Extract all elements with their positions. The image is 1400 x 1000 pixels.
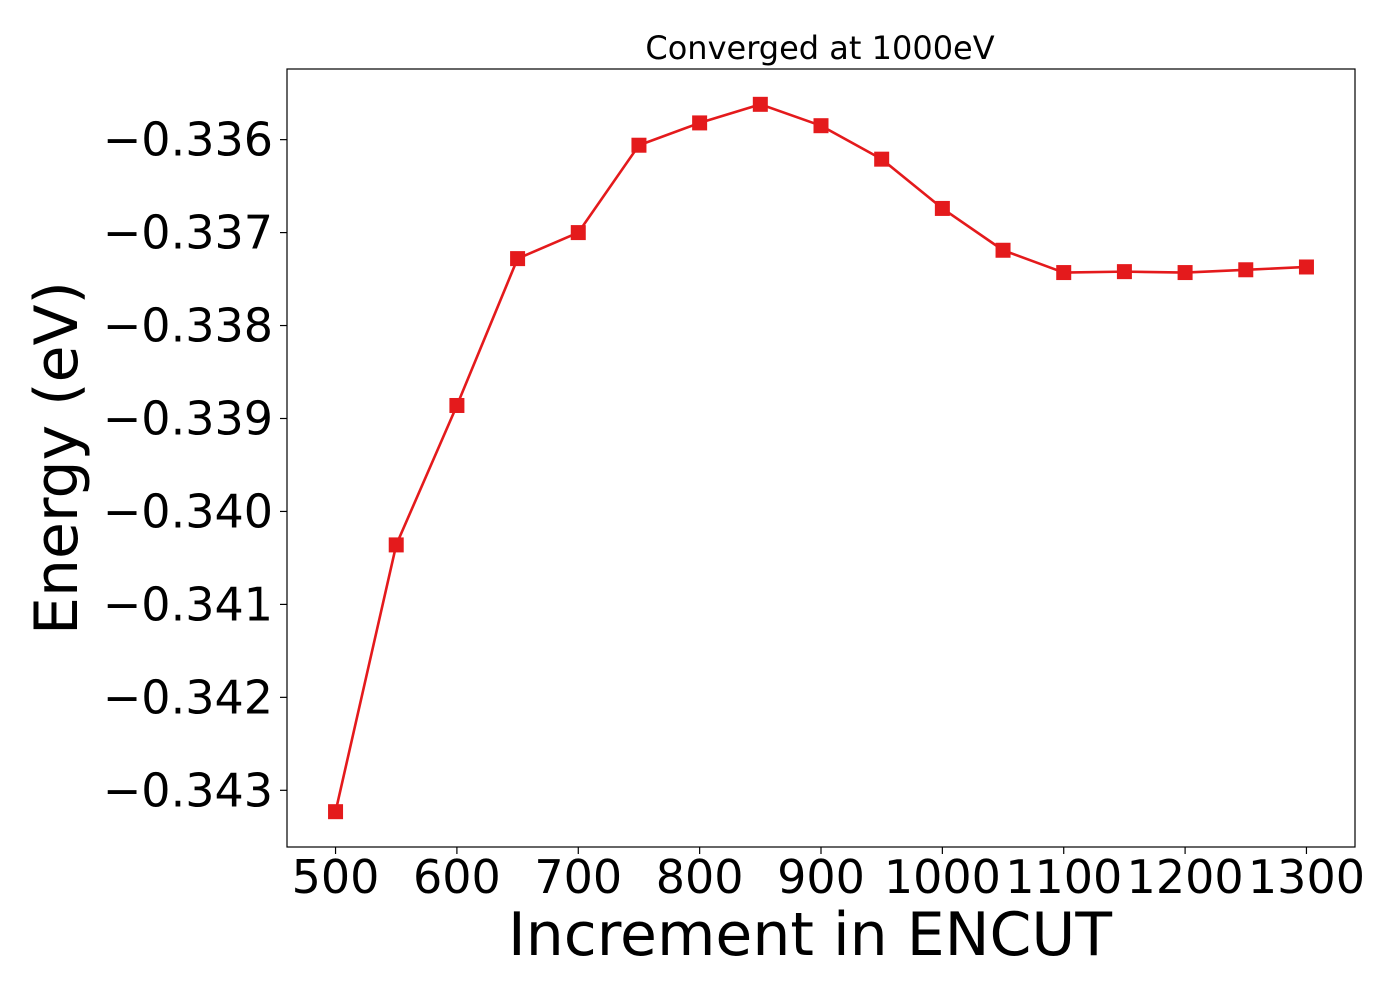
data-point-marker — [510, 251, 526, 267]
data-point-marker — [328, 804, 344, 820]
y-tick-label: −0.343 — [103, 763, 273, 817]
x-tick-label: 1300 — [1248, 850, 1365, 904]
x-tick-label: 700 — [534, 850, 622, 904]
y-axis-label: Energy (eV) — [22, 281, 92, 635]
data-point-marker — [1177, 265, 1193, 281]
data-point-marker — [934, 200, 950, 216]
data-point-marker — [813, 118, 829, 134]
data-point-marker — [692, 115, 708, 131]
x-tick-label: 600 — [413, 850, 501, 904]
x-tick-label: 1000 — [884, 850, 1001, 904]
data-point-marker — [1238, 262, 1254, 278]
data-point-marker — [1056, 265, 1072, 281]
data-point-marker — [1298, 259, 1314, 275]
x-tick-label: 1200 — [1127, 850, 1244, 904]
chart-title: Converged at 1000eV — [645, 29, 994, 67]
y-tick-label: −0.339 — [103, 391, 273, 445]
y-tick-label: −0.341 — [103, 577, 273, 631]
y-axis-ticks: −0.343 −0.342 −0.341 −0.340 −0.339 −0.338 −0.3… — [103, 113, 287, 817]
x-tick-label: 1100 — [1005, 850, 1122, 904]
y-tick-label: −0.337 — [103, 206, 273, 260]
y-tick-label: −0.340 — [103, 484, 273, 538]
data-point-marker — [995, 242, 1011, 258]
y-tick-label: −0.338 — [103, 299, 273, 353]
data-point-marker — [388, 537, 404, 553]
x-tick-label: 900 — [777, 850, 865, 904]
data-point-marker — [631, 137, 647, 153]
data-point-marker — [570, 225, 586, 241]
data-point-marker — [1116, 264, 1132, 280]
data-point-marker — [874, 151, 890, 167]
y-tick-label: −0.342 — [103, 670, 273, 724]
data-point-marker — [752, 96, 768, 112]
x-axis-ticks: 500 600 700 800 900 1000 1100 1200 1300 — [292, 847, 1365, 904]
x-axis-label: Increment in ENCUT — [508, 900, 1112, 970]
x-tick-label: 500 — [292, 850, 380, 904]
x-tick-label: 800 — [656, 850, 744, 904]
data-point-marker — [449, 397, 465, 413]
y-tick-label: −0.336 — [103, 113, 273, 167]
series-layer — [328, 96, 1314, 820]
